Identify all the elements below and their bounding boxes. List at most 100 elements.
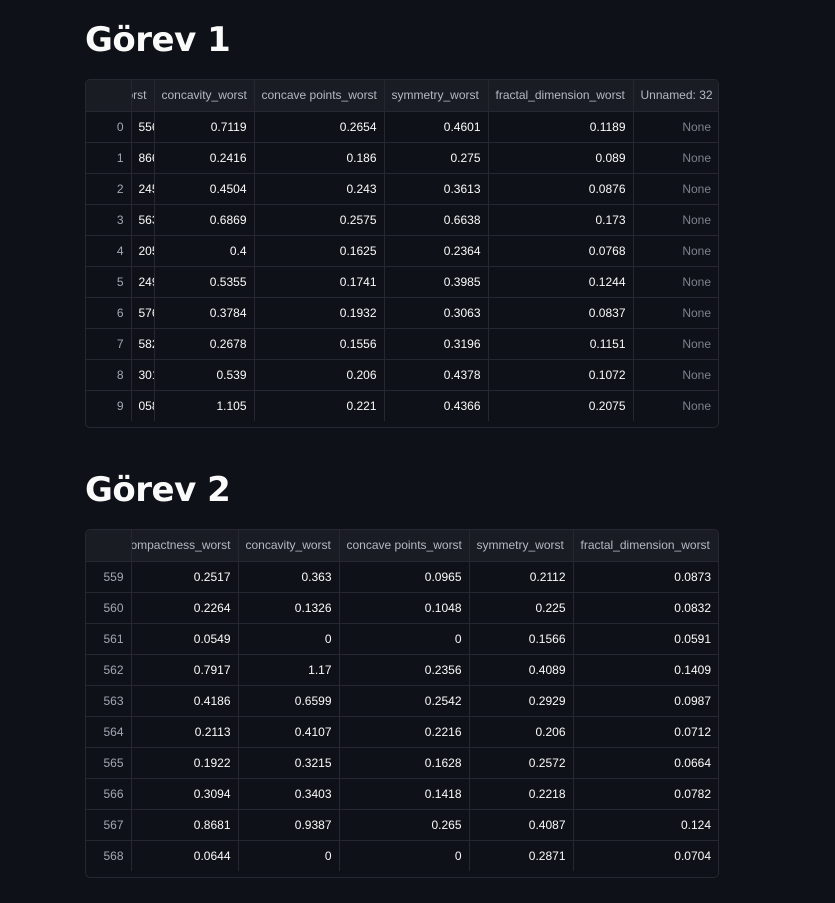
table-cell[interactable]: 0.6599: [238, 685, 340, 717]
table-cell[interactable]: 0.0768: [488, 235, 634, 267]
table-cell[interactable]: 0.0837: [488, 297, 634, 329]
table-cell[interactable]: 0.5355: [154, 266, 255, 298]
table-cell[interactable]: 0.2654: [254, 111, 385, 143]
table-cell[interactable]: None: [633, 266, 718, 298]
table-cell[interactable]: 0.3784: [154, 297, 255, 329]
table-cell[interactable]: 0.1151: [488, 328, 634, 360]
column-header[interactable]: ompactness_worst: [131, 530, 239, 562]
table-cell[interactable]: 0.363: [238, 561, 340, 593]
table-cell[interactable]: 245: [131, 173, 155, 205]
table-cell[interactable]: 576: [131, 297, 155, 329]
table-cell[interactable]: 0.1932: [254, 297, 385, 329]
table-cell[interactable]: 0.2517: [131, 561, 239, 593]
column-header[interactable]: Unnamed: 32: [633, 80, 718, 112]
table-cell[interactable]: None: [633, 204, 718, 236]
table-row[interactable]: 563 0.4186 0.6599 0.2542 0.2929 0.0987: [86, 685, 718, 717]
table-cell[interactable]: 0.243: [254, 173, 385, 205]
table-row[interactable]: 562 0.7917 1.17 0.2356 0.4089 0.1409: [86, 654, 718, 686]
table-cell[interactable]: 0.1556: [254, 328, 385, 360]
table-cell[interactable]: 0.2075: [488, 390, 634, 421]
table-cell[interactable]: 0.2575: [254, 204, 385, 236]
table-cell[interactable]: 0.3403: [238, 778, 340, 810]
table-cell[interactable]: 0.221: [254, 390, 385, 421]
table-cell[interactable]: 0.3215: [238, 747, 340, 779]
column-header[interactable]: symmetry_worst: [469, 530, 574, 562]
table-cell[interactable]: 0.4601: [384, 111, 489, 143]
table-cell[interactable]: 0.0782: [573, 778, 718, 810]
table-cell[interactable]: 0.4: [154, 235, 255, 267]
table-cell[interactable]: None: [633, 235, 718, 267]
table-cell[interactable]: 0.1566: [469, 623, 574, 655]
column-header[interactable]: fractal_dimension_worst: [573, 530, 718, 562]
table-cell[interactable]: 0.1244: [488, 266, 634, 298]
column-header[interactable]: concave points_worst: [339, 530, 470, 562]
table-cell[interactable]: 0.275: [384, 142, 489, 174]
table-cell[interactable]: 0.539: [154, 359, 255, 391]
table-cell[interactable]: 0.1409: [573, 654, 718, 686]
table-cell[interactable]: 0.2572: [469, 747, 574, 779]
table-cell[interactable]: 0.0704: [674, 848, 711, 863]
column-header[interactable]: fractal_dimension_worst: [488, 80, 634, 112]
table-cell[interactable]: 0.3063: [384, 297, 489, 329]
table-cell[interactable]: 0.186: [254, 142, 385, 174]
table-cell[interactable]: 0.1922: [131, 747, 239, 779]
column-header[interactable]: concave points_worst: [254, 80, 385, 112]
gorev-1-dataframe[interactable]: orst concavity_worst concave points_wors…: [85, 79, 719, 428]
table-cell[interactable]: 0.7119: [154, 111, 255, 143]
table-cell[interactable]: 0.4089: [469, 654, 574, 686]
table-cell[interactable]: 0.8681: [131, 809, 239, 841]
table-cell[interactable]: 0.1625: [254, 235, 385, 267]
table-cell[interactable]: 0.7917: [131, 654, 239, 686]
table-cell[interactable]: 582: [131, 328, 155, 360]
table-row[interactable]: 559 0.2517 0.363 0.0965 0.2112 0.0873: [86, 561, 718, 593]
table-cell[interactable]: 0.1326: [238, 592, 340, 624]
table-cell[interactable]: 0.2678: [154, 328, 255, 360]
table-cell[interactable]: 249: [131, 266, 155, 298]
table-cell[interactable]: 0.2112: [469, 561, 574, 593]
table-cell[interactable]: 1.105: [154, 390, 255, 421]
table-cell[interactable]: 0.089: [488, 142, 634, 174]
table-cell[interactable]: 0.4107: [238, 716, 340, 748]
column-header[interactable]: symmetry_worst: [384, 80, 489, 112]
table-row[interactable]: 565 0.1922 0.3215 0.1628 0.2572 0.0664: [86, 747, 718, 779]
table-cell[interactable]: 0.6869: [154, 204, 255, 236]
gorev-2-dataframe[interactable]: ompactness_worst concavity_worst concave…: [85, 529, 719, 878]
table-cell[interactable]: 866: [131, 142, 155, 174]
table-cell[interactable]: 0.1189: [488, 111, 634, 143]
table-cell[interactable]: 0.0591: [573, 623, 718, 655]
table-cell[interactable]: 0: [339, 623, 470, 655]
table-cell[interactable]: 0.1418: [339, 778, 470, 810]
table-cell[interactable]: 0.0549: [131, 623, 239, 655]
table-cell[interactable]: 0.4186: [131, 685, 239, 717]
table-cell[interactable]: 0.1048: [339, 592, 470, 624]
table-cell[interactable]: 1.17: [238, 654, 340, 686]
table-cell[interactable]: 0: [339, 840, 470, 871]
table-cell[interactable]: 0.9387: [238, 809, 340, 841]
table-cell[interactable]: None: [682, 398, 711, 413]
table-row[interactable]: 560 0.2264 0.1326 0.1048 0.225 0.0832: [86, 592, 718, 624]
table-cell[interactable]: 0: [238, 623, 340, 655]
table-cell[interactable]: 556: [131, 111, 155, 143]
table-cell[interactable]: 0.6638: [384, 204, 489, 236]
table-cell[interactable]: 563: [131, 204, 155, 236]
table-cell[interactable]: 0.0873: [573, 561, 718, 593]
table-row[interactable]: 568 0.0644 0 0 0.2871 0.0704: [86, 840, 718, 871]
table-cell[interactable]: None: [633, 359, 718, 391]
table-cell[interactable]: 058: [131, 390, 155, 421]
table-cell[interactable]: 0.2113: [131, 716, 239, 748]
table-cell[interactable]: 0.1072: [488, 359, 634, 391]
column-header[interactable]: concavity_worst: [154, 80, 255, 112]
table-cell[interactable]: 0.2542: [339, 685, 470, 717]
table-cell[interactable]: 0.2364: [384, 235, 489, 267]
table-cell[interactable]: 0.1741: [254, 266, 385, 298]
table-cell[interactable]: 0: [238, 840, 340, 871]
